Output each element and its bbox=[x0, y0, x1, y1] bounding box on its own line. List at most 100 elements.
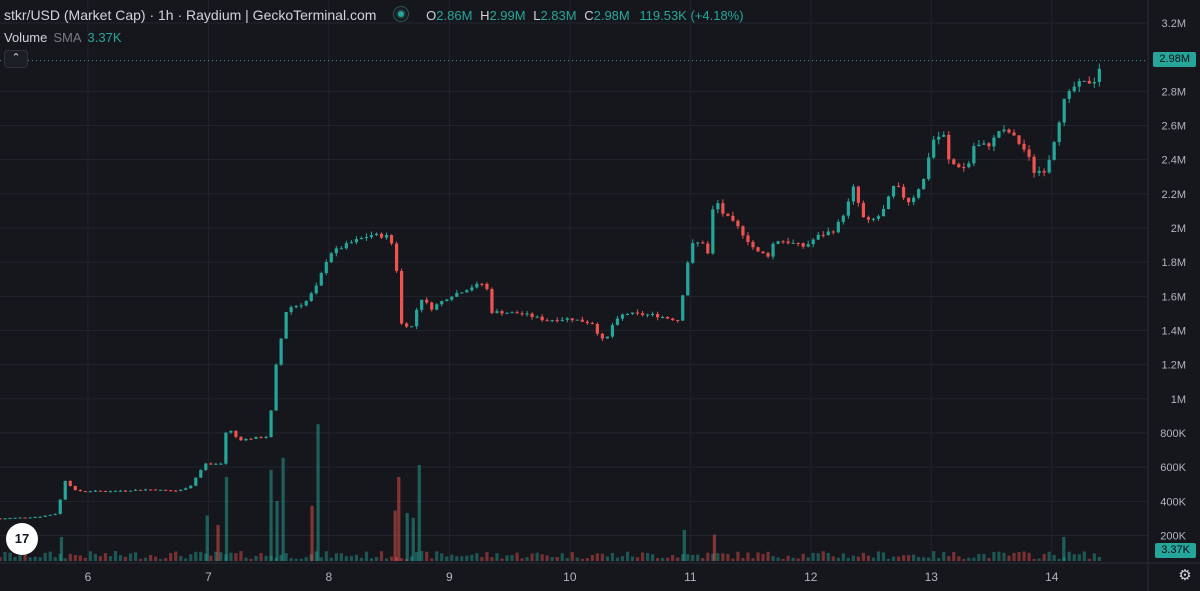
x-tick-label: 11 bbox=[684, 570, 697, 584]
volume-spike bbox=[682, 529, 686, 561]
candle-body bbox=[229, 430, 233, 433]
candle-body bbox=[3, 518, 7, 520]
volume-bar bbox=[535, 552, 539, 561]
volume-bar bbox=[530, 553, 534, 561]
volume-bar bbox=[1052, 554, 1056, 561]
candle-body bbox=[992, 137, 996, 147]
candle-body bbox=[118, 490, 123, 492]
volume-bar bbox=[661, 557, 665, 561]
volume-bar bbox=[746, 552, 750, 561]
volume-bar bbox=[590, 555, 594, 561]
volume-bar bbox=[485, 552, 489, 561]
candle-body bbox=[329, 253, 333, 263]
volume-bar bbox=[475, 553, 479, 561]
volume-bar bbox=[1012, 552, 1016, 561]
volume-bar bbox=[174, 551, 178, 561]
candle-body bbox=[63, 480, 67, 500]
volume-bar bbox=[28, 557, 32, 561]
volume-bar bbox=[896, 556, 901, 561]
candle-body bbox=[384, 235, 389, 238]
volume-bar bbox=[229, 552, 233, 561]
candle-body bbox=[595, 324, 599, 334]
candle-body bbox=[731, 215, 735, 221]
volume-bar bbox=[806, 557, 810, 561]
volume-bar bbox=[133, 552, 138, 561]
last-price-tag: 2.98M bbox=[1153, 52, 1196, 67]
volume-bar bbox=[455, 556, 459, 561]
candle-body bbox=[876, 216, 881, 219]
volume-bar bbox=[1057, 558, 1061, 561]
candle-body bbox=[947, 134, 951, 160]
ohlc-readout: O2.86M H2.99M L2.83M C2.98M 119.53K (+4.… bbox=[422, 8, 743, 23]
ohlc-high-value: 2.99M bbox=[489, 8, 526, 23]
settings-gear-icon[interactable]: ⚙ bbox=[1178, 567, 1192, 584]
candle-body bbox=[851, 186, 855, 202]
volume-bar bbox=[957, 556, 961, 561]
candle-body bbox=[1047, 159, 1051, 173]
volume-bar bbox=[640, 552, 645, 561]
volume-spike bbox=[275, 501, 279, 561]
volume-bar bbox=[98, 556, 102, 561]
collapse-legend-button[interactable]: ⌃ bbox=[4, 50, 28, 68]
volume-bar bbox=[645, 552, 650, 561]
candle-body bbox=[656, 314, 660, 318]
candle-body bbox=[299, 305, 303, 307]
candle-body bbox=[445, 299, 449, 302]
volume-bar bbox=[63, 558, 67, 561]
volume-bar bbox=[580, 558, 584, 561]
candle-body bbox=[48, 514, 52, 516]
volume-bar bbox=[570, 552, 574, 561]
candle-body bbox=[962, 167, 966, 169]
volume-bar bbox=[284, 553, 288, 561]
volume-bar bbox=[369, 558, 374, 561]
volume-bar bbox=[1097, 556, 1101, 561]
volume-bar bbox=[515, 552, 519, 561]
candle-body bbox=[425, 299, 429, 303]
volume-bar bbox=[304, 557, 308, 561]
candle-body bbox=[1022, 143, 1026, 150]
y-tick-label: 2.6M bbox=[1162, 121, 1186, 133]
volume-bar bbox=[997, 551, 1001, 561]
volume-bar bbox=[826, 552, 830, 561]
y-tick-label: 1.4M bbox=[1162, 326, 1186, 338]
candle-body bbox=[284, 312, 288, 339]
volume-bar bbox=[992, 551, 996, 561]
tradingview-logo[interactable]: 17 bbox=[6, 523, 38, 555]
candle-body bbox=[620, 314, 625, 319]
volume-bar bbox=[701, 558, 705, 561]
volume-bar bbox=[1047, 551, 1051, 561]
candle-body bbox=[1037, 171, 1041, 173]
volume-bar bbox=[706, 552, 710, 561]
volume-bar bbox=[650, 554, 655, 561]
volume-bar bbox=[334, 553, 338, 561]
candle-body bbox=[550, 320, 554, 322]
candle-body bbox=[394, 243, 399, 271]
ohlc-high-key: H bbox=[480, 8, 490, 23]
candle-body bbox=[460, 292, 464, 294]
candle-body bbox=[1062, 98, 1066, 123]
candle-body bbox=[625, 313, 630, 315]
volume-bar bbox=[1027, 552, 1031, 561]
volume-bar bbox=[525, 557, 529, 561]
candle-body bbox=[977, 144, 981, 147]
volume-bar bbox=[861, 552, 866, 561]
volume-bar bbox=[851, 555, 855, 561]
candle-body bbox=[786, 241, 790, 244]
volume-spike bbox=[310, 505, 314, 561]
volume-bar bbox=[415, 552, 419, 561]
candle-body bbox=[540, 316, 544, 321]
candle-body bbox=[505, 312, 509, 314]
volume-bar bbox=[319, 557, 323, 561]
candle-body bbox=[716, 203, 720, 210]
candle-body bbox=[806, 244, 810, 247]
candle-body bbox=[420, 299, 424, 310]
candle-body bbox=[269, 410, 273, 438]
volume-bar bbox=[113, 551, 118, 561]
volume-spike bbox=[281, 457, 285, 561]
candle-body bbox=[610, 324, 615, 337]
y-tick-label: 400K bbox=[1160, 496, 1186, 508]
volume-legend[interactable]: Volume SMA 3.37K bbox=[4, 30, 122, 45]
volume-bar bbox=[410, 556, 414, 561]
volume-bar bbox=[465, 555, 469, 561]
